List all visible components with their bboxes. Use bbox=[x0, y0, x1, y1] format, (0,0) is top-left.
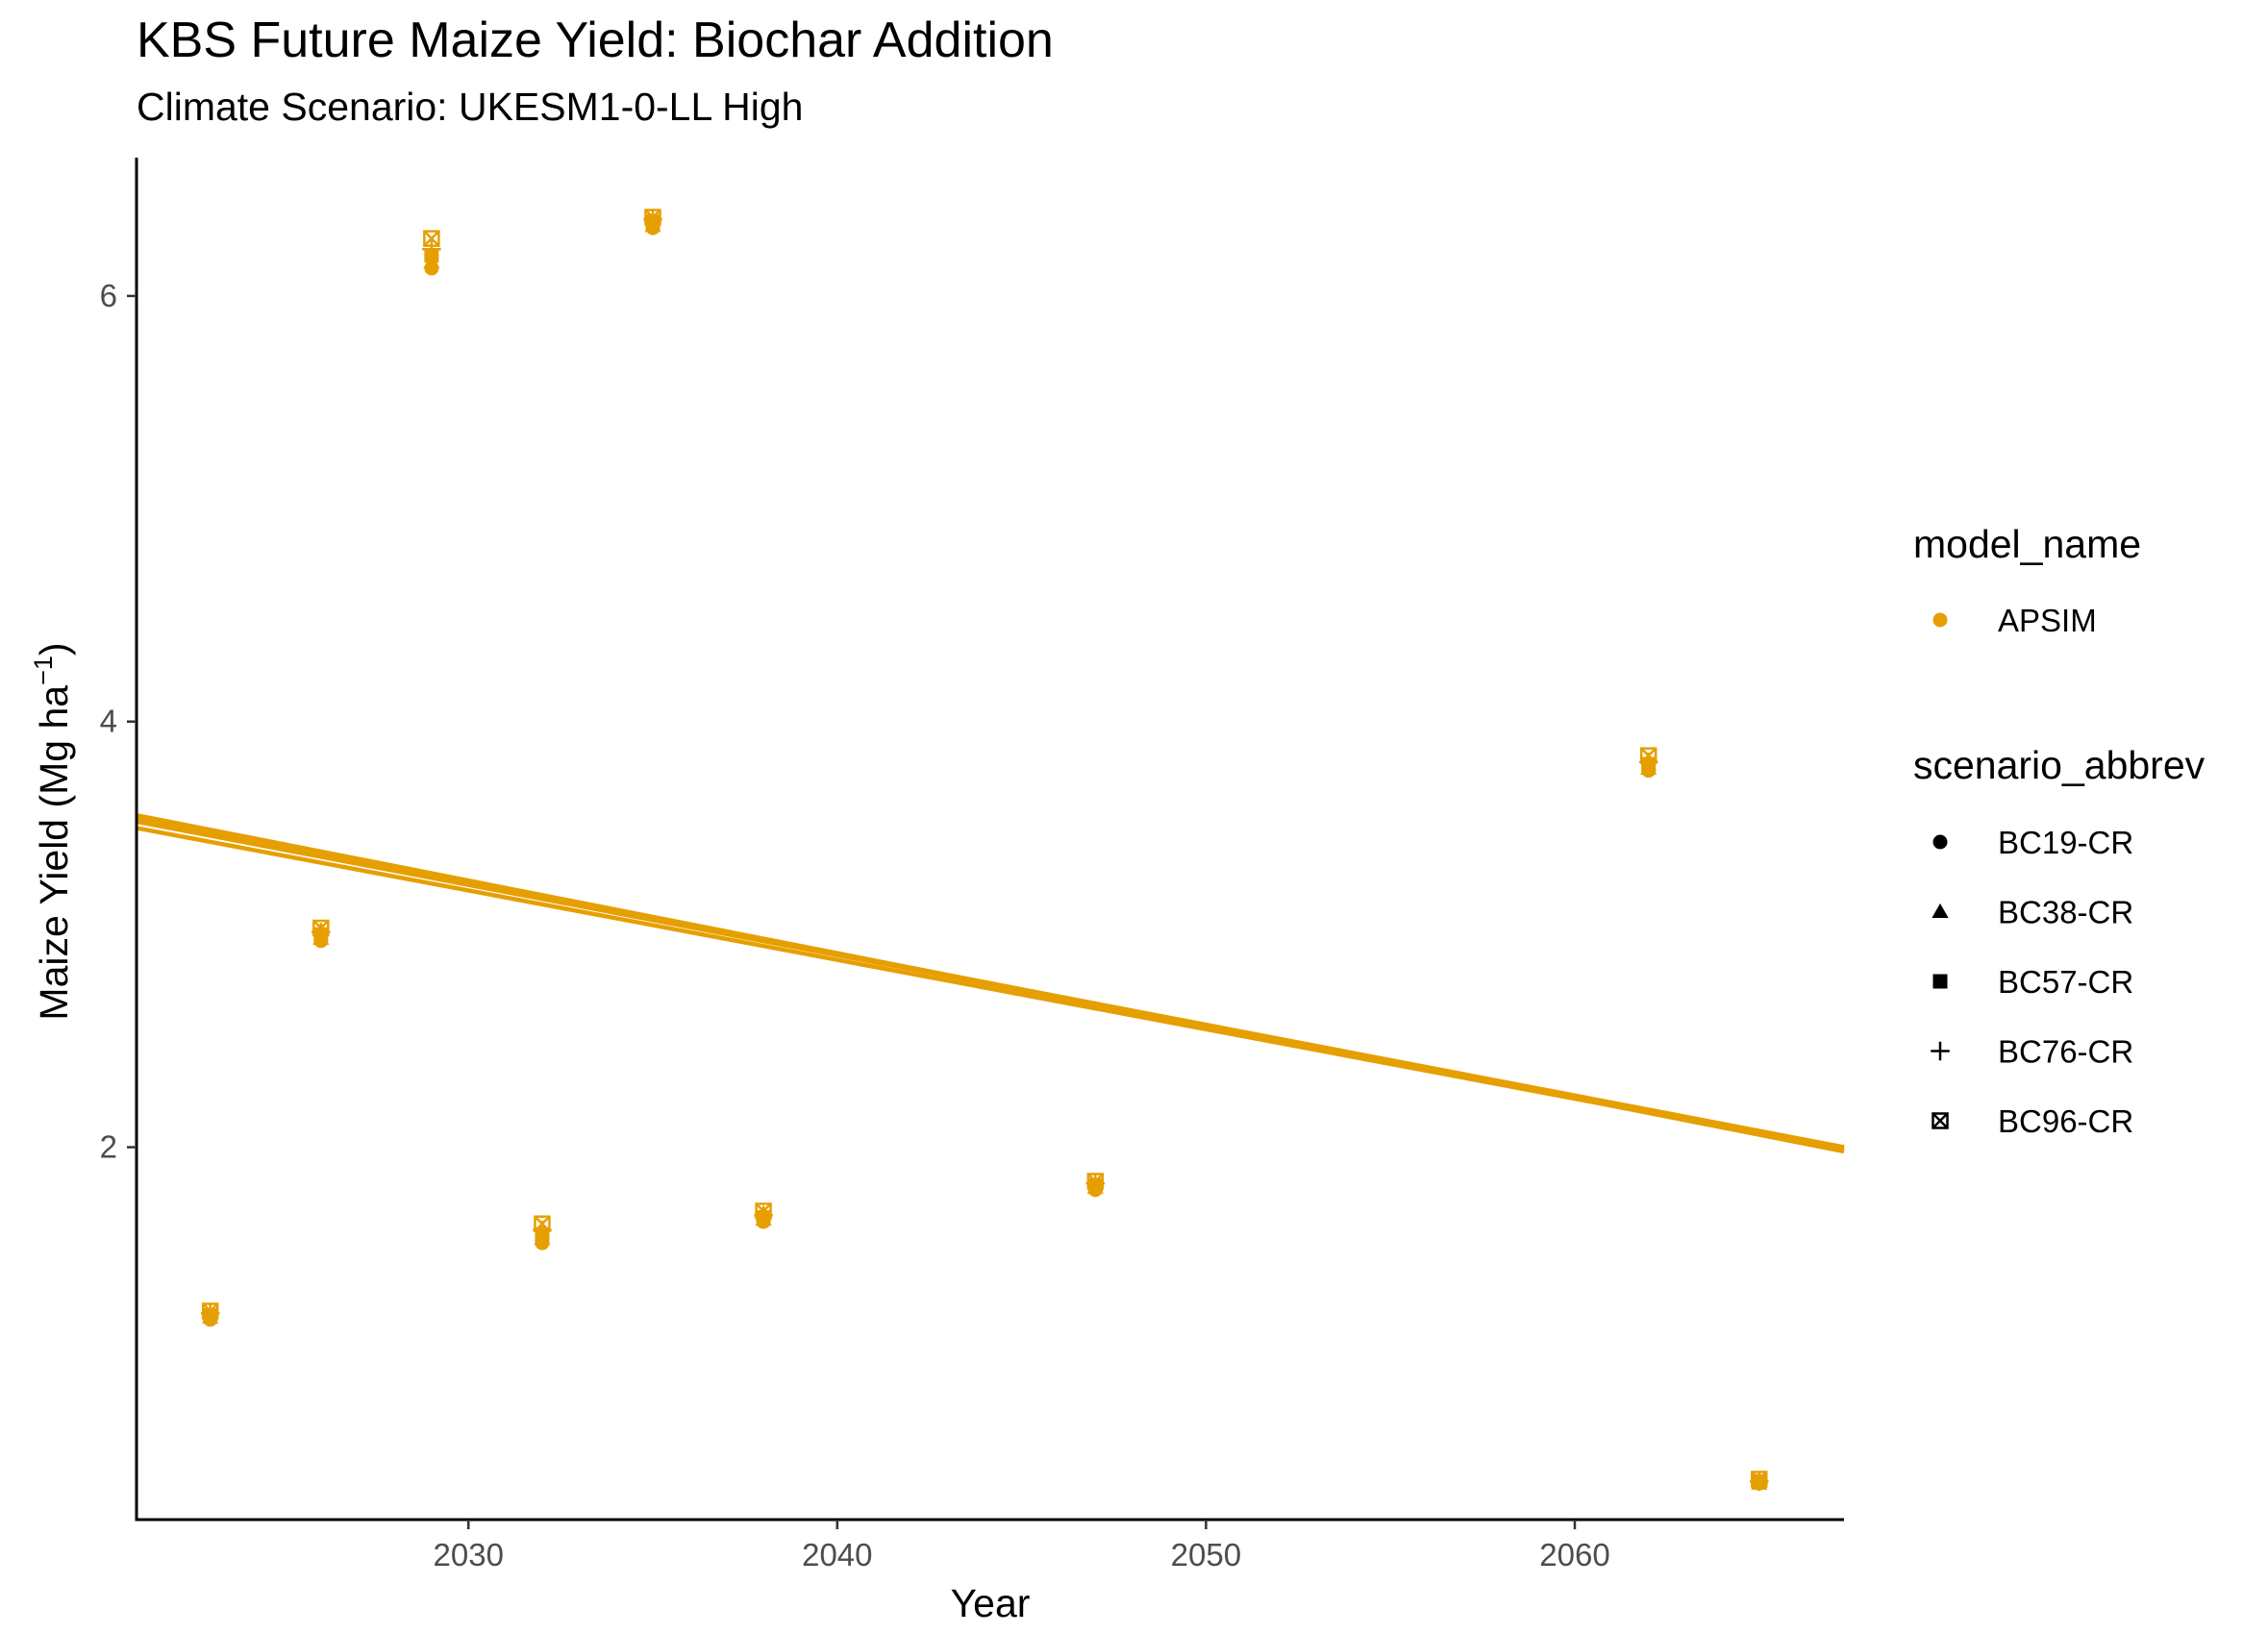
data-point-bc96-cr-2065-mark bbox=[1751, 1471, 1768, 1488]
axes bbox=[135, 158, 1844, 1522]
shape-legend-key-bc57-cr bbox=[1932, 974, 1948, 989]
shape-legend-label-bc19-cr: BC19-CR bbox=[1998, 825, 2133, 860]
shape-legend-key-bc19-cr bbox=[1932, 834, 1948, 850]
x-tick-label-2030: 2030 bbox=[434, 1537, 504, 1572]
y-tick-label-2: 2 bbox=[100, 1129, 117, 1165]
data-point-bc96-cr-2035-mark-x bbox=[644, 209, 661, 226]
y-axis-title-end: ) bbox=[32, 642, 76, 656]
data-point-bc96-cr-2035-mark bbox=[644, 209, 661, 226]
shape-legend-title: scenario_abbrev bbox=[1913, 743, 2206, 787]
data-point-bc96-cr-2023 bbox=[201, 1302, 219, 1320]
data-point-bc96-cr-2047-mark-x bbox=[1086, 1173, 1104, 1190]
data-point-bc96-cr-2065-mark-x bbox=[1751, 1471, 1768, 1488]
color-legend-entries: APSIM bbox=[1932, 603, 2097, 638]
y-axis-title-main: Maize Yield (Mg ha bbox=[32, 685, 76, 1021]
y-ticks: 2 4 6 bbox=[100, 278, 137, 1165]
data-points bbox=[200, 209, 1769, 1491]
data-point-bc96-cr-2026-mark-x bbox=[312, 920, 330, 936]
data-point-bc96-cr-2032-mark bbox=[534, 1215, 551, 1232]
x-tick-label-2050: 2050 bbox=[1171, 1537, 1241, 1572]
data-point-bc96-cr-2065 bbox=[1751, 1471, 1768, 1488]
data-point-bc96-cr-2026-mark bbox=[312, 919, 330, 937]
y-tick-label-6: 6 bbox=[100, 278, 117, 313]
trend-line-bc96-cr bbox=[136, 826, 1845, 1151]
legend: model_name APSIM scenario_abbrev BC19-CR… bbox=[1913, 522, 2206, 1139]
data-point-bc76-cr-2029 bbox=[422, 239, 441, 259]
data-point-bc96-cr-2032 bbox=[534, 1215, 551, 1232]
color-legend-key-apsim-mark bbox=[1932, 612, 1948, 628]
shape-legend-key-bc38-cr-mark bbox=[1932, 903, 1949, 918]
shape-legend-key-bc57-cr-mark bbox=[1932, 974, 1948, 989]
data-point-bc96-cr-2038-mark bbox=[755, 1202, 772, 1220]
shape-legend-key-bc76-cr bbox=[1931, 1041, 1950, 1061]
data-point-bc96-cr-2026 bbox=[312, 919, 330, 937]
shape-legend-entries: BC19-CR BC38-CR BC57-CR BC76-CR BC96-CR bbox=[1931, 825, 2133, 1139]
data-point-bc96-cr-2032-mark-x bbox=[534, 1215, 551, 1232]
data-point-bc96-cr-2029 bbox=[423, 230, 440, 247]
data-point-bc96-cr-2038-mark-x bbox=[755, 1202, 772, 1220]
color-legend-label-apsim: APSIM bbox=[1998, 603, 2097, 638]
data-point-bc96-cr-2038 bbox=[755, 1202, 772, 1220]
shape-legend-key-bc76-cr-mark bbox=[1931, 1041, 1950, 1061]
shape-legend-key-bc96-cr-mark-x bbox=[1932, 1112, 1949, 1129]
data-point-bc96-cr-2062-mark-x bbox=[1640, 747, 1657, 764]
x-tick-label-2040: 2040 bbox=[802, 1537, 872, 1572]
trend-lines bbox=[136, 812, 1845, 1154]
shape-legend-label-bc38-cr: BC38-CR bbox=[1998, 895, 2133, 930]
y-axis-title-superscript: −1 bbox=[29, 656, 58, 685]
shape-legend-key-bc96-cr-mark bbox=[1932, 1112, 1949, 1129]
data-point-bc96-cr-2047-mark bbox=[1086, 1173, 1105, 1190]
shape-legend-key-bc38-cr bbox=[1932, 903, 1949, 918]
x-axis-title: Year bbox=[951, 1581, 1031, 1625]
data-point-bc96-cr-2062 bbox=[1639, 747, 1657, 764]
chart-subtitle: Climate Scenario: UKESM1-0-LL High bbox=[137, 85, 804, 129]
shape-legend-key-bc96-cr bbox=[1932, 1112, 1949, 1129]
shape-legend-label-bc96-cr: BC96-CR bbox=[1998, 1103, 2133, 1139]
y-tick-label-4: 4 bbox=[100, 704, 117, 739]
data-point-bc76-cr-2029-mark bbox=[422, 239, 441, 259]
data-point-bc96-cr-2062-mark bbox=[1639, 747, 1657, 764]
y-axis-title: Maize Yield (Mg ha−1) bbox=[29, 642, 76, 1020]
data-point-bc96-cr-2029-mark bbox=[423, 230, 440, 247]
shape-legend-key-bc19-cr-mark bbox=[1932, 834, 1948, 850]
x-tick-label-2060: 2060 bbox=[1539, 1537, 1609, 1572]
data-point-bc96-cr-2023-mark bbox=[201, 1302, 219, 1320]
chart-title: KBS Future Maize Yield: Biochar Addition bbox=[137, 12, 1054, 68]
color-legend-key-apsim bbox=[1932, 612, 1948, 628]
data-point-bc96-cr-2029-mark-x bbox=[423, 230, 440, 247]
data-point-bc96-cr-2023-mark-x bbox=[202, 1302, 219, 1320]
x-ticks: 2030 2040 2050 2060 bbox=[434, 1520, 1610, 1572]
shape-legend-label-bc57-cr: BC57-CR bbox=[1998, 964, 2133, 1000]
data-point-bc96-cr-2035 bbox=[644, 209, 661, 226]
color-legend-title: model_name bbox=[1913, 522, 2141, 566]
shape-legend-label-bc76-cr: BC76-CR bbox=[1998, 1034, 2133, 1070]
data-point-bc96-cr-2047 bbox=[1086, 1173, 1105, 1190]
